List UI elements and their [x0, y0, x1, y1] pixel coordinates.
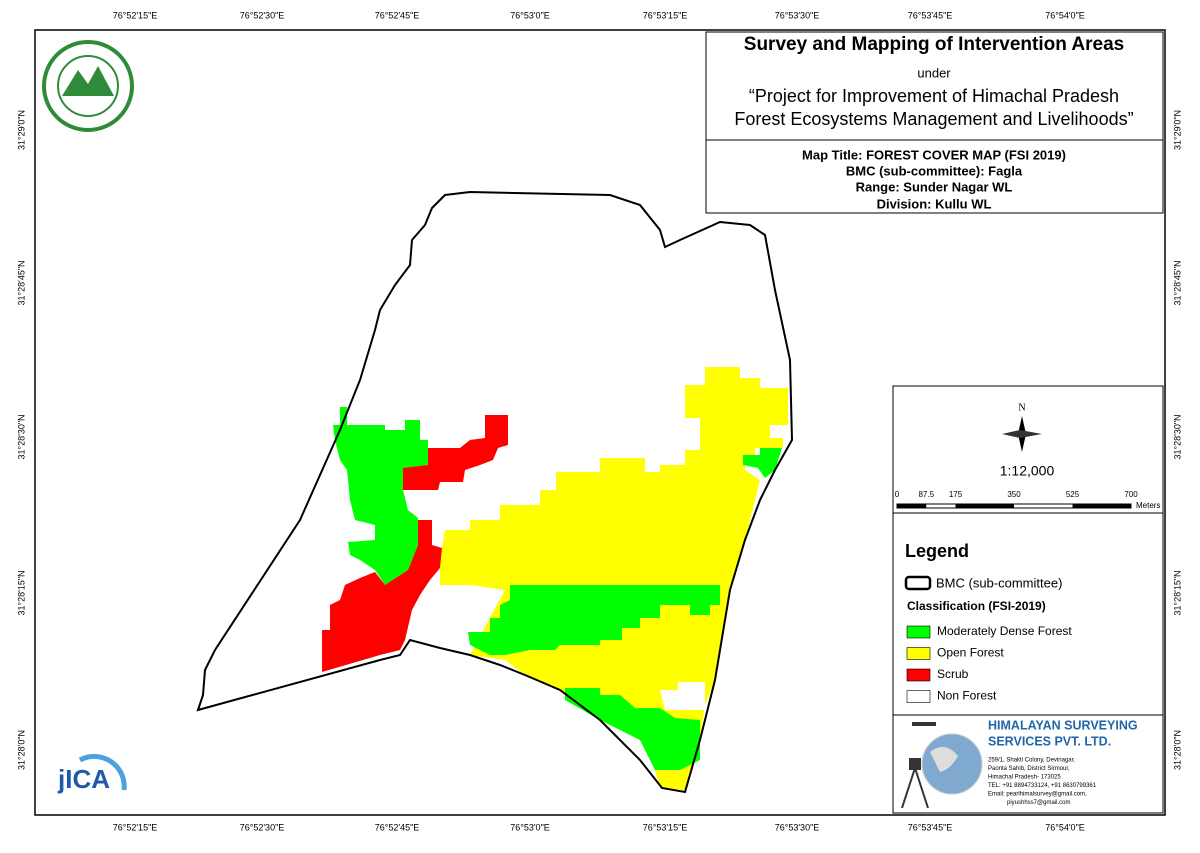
address-line: Email: pearlhimalsurvey@gmail.com, — [988, 792, 1087, 798]
longitude-label: 76°53'15"E — [643, 822, 688, 832]
latitude-label: 31°29'0"N — [1172, 110, 1182, 150]
legend-swatch — [906, 647, 931, 660]
forest-dept-logo — [42, 40, 134, 132]
legend-swatch — [906, 668, 931, 682]
project-name: “Project for Improvement of Himachal Pra… — [749, 86, 1119, 106]
non-forest-area — [660, 682, 705, 710]
subtitle: under — [917, 65, 951, 80]
graticule: 76°52'15"E 76°52'15"E 76°52'30"E 76°52'30"E… — [16, 10, 1182, 832]
bmc-boundary — [196, 190, 794, 794]
scale-bar: 0 87.5 175 350 525 700 Meters — [895, 490, 1161, 510]
longitude-label: 76°52'30"E — [240, 10, 285, 20]
longitude-label: 76°52'15"E — [113, 10, 158, 20]
moderately-dense-forest-area — [468, 585, 720, 655]
scrub-area — [322, 520, 442, 672]
title-box — [705, 31, 1164, 141]
scale-bar-segment — [897, 504, 927, 508]
scale-text: 1:12,000 — [1000, 463, 1055, 479]
latitude-label: 31°28'30"N — [1172, 414, 1182, 459]
company-name: HIMALAYAN SURVEYING — [988, 718, 1138, 732]
jica-text: jICA — [57, 764, 110, 794]
address-line: 259/1, Shakti Colony, Devinagar, — [988, 758, 1075, 764]
latitude-label: 31°28'15"N — [1172, 570, 1182, 615]
longitude-label: 76°53'0"E — [510, 822, 550, 832]
latitude-label: 31°28'45"N — [1172, 260, 1182, 305]
moderately-dense-forest-area — [565, 688, 700, 770]
scale-bar-label: 700 — [1124, 490, 1138, 499]
longitude-label: 76°52'45"E — [375, 10, 420, 20]
address-line: Paonta Sahib, District Sirmour, — [988, 766, 1070, 772]
address-line: piyushhss7@gmail.com — [1007, 800, 1070, 806]
division: Division: Kullu WL — [877, 196, 992, 211]
scale-bar-label: 350 — [1007, 490, 1021, 499]
longitude-label: 76°52'15"E — [113, 822, 158, 832]
range: Range: Sunder Nagar WL — [856, 179, 1013, 194]
longitude-label: 76°54'0"E — [1045, 822, 1085, 832]
north-label: N — [1018, 402, 1025, 413]
longitude-label: 76°52'45"E — [375, 822, 420, 832]
legend-subtitle: Classification (FSI-2019) — [907, 599, 1046, 613]
legend-label: Scrub — [937, 667, 969, 681]
title: Survey and Mapping of Intervention Areas — [744, 34, 1124, 55]
latitude-label: 31°28'45"N — [16, 260, 26, 305]
company-logo — [901, 722, 983, 809]
scale-bar-label: 175 — [949, 490, 963, 499]
project-name: Forest Ecosystems Management and Livelih… — [734, 109, 1133, 129]
legend-title: Legend — [905, 541, 969, 561]
longitude-label: 76°53'30"E — [775, 10, 820, 20]
map-title: Map Title: FOREST COVER MAP (FSI 2019) — [802, 147, 1066, 162]
legend-swatch — [906, 625, 931, 639]
legend-label: Open Forest — [937, 646, 1004, 660]
longitude-label: 76°52'30"E — [240, 822, 285, 832]
address-line: Himachal Pradesh- 173025 — [988, 775, 1061, 781]
longitude-label: 76°53'45"E — [908, 822, 953, 832]
longitude-label: 76°53'0"E — [510, 10, 550, 20]
scrub-area — [403, 415, 508, 490]
bmc-name: BMC (sub-committee): Fagla — [846, 163, 1023, 178]
legend-boundary-swatch — [904, 575, 932, 591]
latitude-label: 31°29'0"N — [16, 110, 26, 150]
longitude-label: 76°53'15"E — [643, 10, 688, 20]
latitude-label: 31°28'15"N — [16, 570, 26, 615]
longitude-label: 76°53'45"E — [908, 10, 953, 20]
legend-label: BMC (sub-committee) — [936, 575, 1062, 590]
longitude-label: 76°53'30"E — [775, 822, 820, 832]
latitude-label: 31°28'0"N — [1172, 730, 1182, 770]
company-name: SERVICES PVT. LTD. — [988, 734, 1111, 748]
scale-bar-unit: Meters — [1136, 501, 1160, 510]
scale-bar-label: 525 — [1066, 490, 1080, 499]
latitude-label: 31°28'0"N — [16, 730, 26, 770]
moderately-dense-forest-area — [743, 448, 782, 478]
legend-items: Moderately Dense Forest Open Forest Scrub N… — [906, 624, 1072, 703]
north-arrow — [1002, 416, 1042, 452]
open-forest-area — [740, 438, 783, 448]
longitude-label: 76°54'0"E — [1045, 10, 1085, 20]
company-address: 259/1, Shakti Colony, Devinagar, Paonta S… — [988, 758, 1097, 807]
scale-bar-segment — [955, 504, 1014, 508]
address-line: TEL: +91 8894733124, +91 8630799361 — [988, 783, 1097, 789]
legend-label: Moderately Dense Forest — [937, 624, 1072, 638]
legend-swatch — [906, 690, 931, 703]
scale-bar-label: 87.5 — [918, 490, 934, 499]
scale-bar-segment — [1072, 504, 1131, 508]
land-cover — [322, 367, 788, 790]
latitude-label: 31°28'30"N — [16, 414, 26, 459]
info-box — [705, 139, 1164, 214]
moderately-dense-forest-area — [333, 407, 428, 585]
scale-bar-label: 0 — [895, 490, 900, 499]
jica-logo: jICA — [57, 753, 127, 794]
legend-label: Non Forest — [937, 689, 997, 703]
